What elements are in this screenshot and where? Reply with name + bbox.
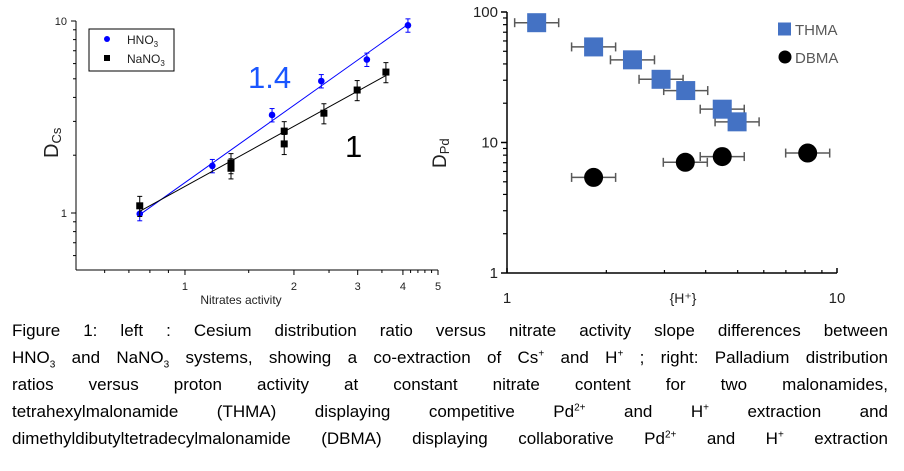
- caption-text: tetrahexylmalonamide (THMA) displaying c…: [12, 402, 575, 421]
- y-tick-label: 10: [481, 135, 498, 152]
- legend-label-sub: 3: [160, 59, 165, 68]
- y-tick-label: 100: [473, 4, 498, 21]
- data-point: [404, 21, 412, 29]
- data-point: [320, 109, 328, 117]
- legend-label: NaNO3: [127, 52, 165, 68]
- slope-annotation-nano3: 1: [345, 129, 362, 164]
- y-tick-label: 1: [61, 208, 67, 220]
- y-axis-label: DCs: [41, 127, 64, 158]
- fit-line-0: [139, 23, 409, 216]
- legend-marker: [104, 55, 110, 61]
- caption-line: tetrahexylmalonamide (THMA) displaying c…: [12, 398, 888, 425]
- data-point: [712, 99, 732, 119]
- figure-charts: 1 2 3 4 5 1 10 Nitrates activity DCs HNO3 NaNO3 1.4…: [41, 4, 845, 307]
- data-point: [227, 164, 235, 172]
- data-point: [676, 81, 696, 101]
- x-tick-label: 1: [182, 281, 188, 293]
- x-tick-label: 10: [829, 290, 846, 307]
- caption-line: dimethyldibutyltetradecylmalonamide (DBM…: [12, 425, 888, 452]
- data-point: [798, 143, 818, 163]
- data-point: [584, 37, 604, 57]
- y-axis-label-sub: Cs: [49, 127, 64, 143]
- caption-superscript: +: [777, 429, 784, 441]
- data-point: [651, 69, 671, 89]
- legend-label: HNO3: [127, 33, 159, 49]
- y-tick-label: 10: [55, 16, 67, 28]
- caption-text: extraction: [783, 429, 888, 448]
- caption-text: and H: [585, 402, 704, 421]
- legend-marker: [104, 36, 110, 42]
- data-point: [268, 111, 276, 119]
- caption-superscript: 2+: [664, 429, 677, 441]
- caption-text: systems, showing a co-extraction of Cs: [169, 348, 539, 367]
- caption-line: ratios versus proton activity at constan…: [12, 371, 888, 398]
- data-point: [209, 162, 216, 170]
- data-point: [317, 77, 325, 85]
- data-point: [382, 68, 390, 76]
- slope-annotation-hno3: 1.4: [248, 60, 291, 95]
- caption-line: Figure 1: left : Cesium distribution rat…: [12, 317, 888, 344]
- right-chart: 1 10 1 10 100 {H⁺} DPd THMA DBMA: [430, 4, 845, 307]
- x-tick-label: 5: [435, 281, 441, 293]
- x-axis-label: Nitrates activity: [200, 293, 281, 307]
- y-axis-label: DPd: [430, 138, 452, 168]
- data-point: [622, 50, 642, 70]
- legend-box: [88, 28, 175, 72]
- caption-superscript: +: [538, 348, 545, 360]
- data-point: [353, 86, 361, 94]
- data-point: [280, 140, 288, 148]
- caption-subscript: 3: [163, 359, 170, 371]
- caption-text: HNO: [12, 348, 50, 367]
- data-point: [363, 56, 371, 63]
- x-axis-label: {H⁺}: [670, 290, 697, 306]
- caption-superscript: 2+: [574, 402, 586, 414]
- data-point: [727, 112, 747, 132]
- data-point: [675, 152, 695, 172]
- left-chart: 1 2 3 4 5 1 10 Nitrates activity DCs HNO3 NaNO3 1.4…: [41, 16, 441, 307]
- legend-label: DBMA: [795, 50, 838, 67]
- x-tick-label: 2: [291, 281, 297, 293]
- legend-marker: [778, 50, 792, 64]
- data-point: [712, 147, 732, 167]
- x-tick-label: 3: [355, 281, 361, 293]
- x-tick-label: 1: [503, 290, 511, 307]
- y-tick-label: 1: [490, 265, 498, 282]
- figure-caption: Figure 1: left : Cesium distribution rat…: [12, 317, 888, 452]
- caption-text: dimethyldibutyltetradecylmalonamide (DBM…: [12, 429, 665, 448]
- caption-text: ratios versus proton activity at constan…: [12, 375, 888, 394]
- data-point: [280, 127, 288, 135]
- caption-text: and H: [544, 348, 618, 367]
- data-point: [584, 167, 604, 187]
- legend-marker: [778, 22, 791, 36]
- data-point: [136, 202, 144, 210]
- caption-text: ; right: Palladium distribution: [623, 348, 888, 367]
- legend-label-sub: 3: [154, 40, 159, 49]
- legend-label: THMA: [795, 22, 838, 39]
- caption-subscript: 3: [49, 359, 56, 371]
- caption-superscript: +: [703, 402, 709, 414]
- caption-text: Figure 1: left : Cesium distribution rat…: [12, 321, 888, 340]
- data-point: [527, 13, 547, 33]
- caption-text: extraction and: [708, 402, 889, 421]
- caption-superscript: +: [617, 348, 624, 360]
- y-axis-label-sub: Pd: [437, 138, 452, 154]
- caption-text: and NaNO: [55, 348, 164, 367]
- x-tick-label: 4: [400, 281, 406, 293]
- caption-line: HNO3 and NaNO3 systems, showing a co-ext…: [12, 344, 888, 371]
- caption-text: and H: [676, 429, 778, 448]
- fit-line-1: [139, 75, 387, 212]
